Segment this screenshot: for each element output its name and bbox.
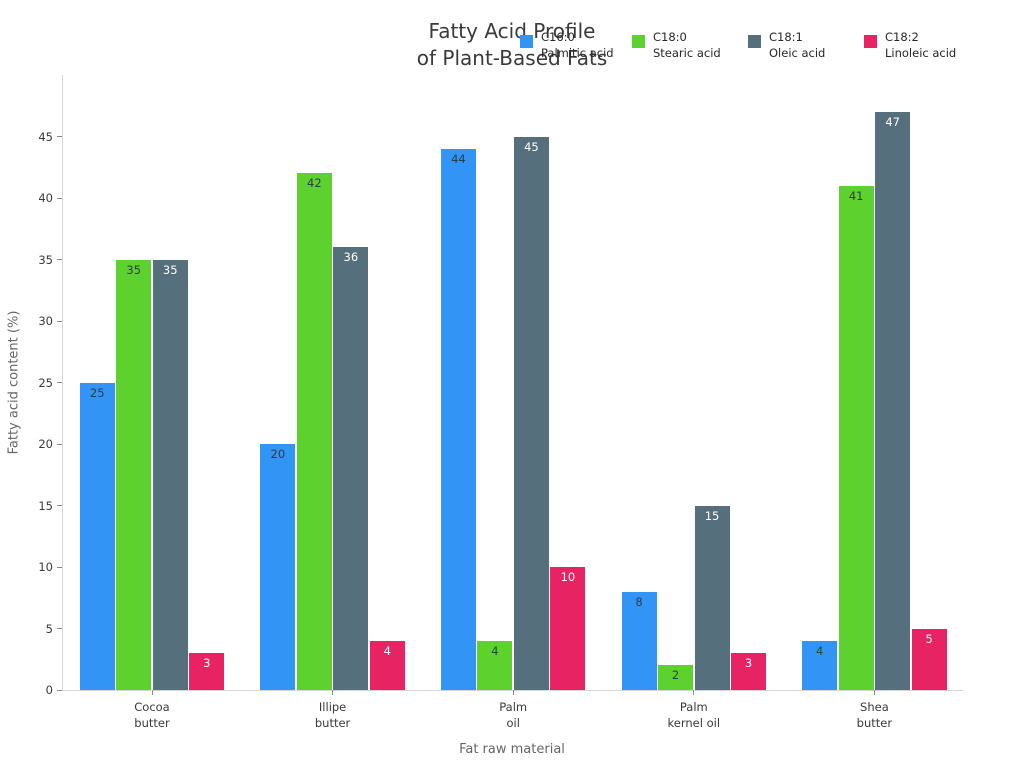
- legend-code: C16:0: [541, 30, 575, 44]
- legend-label: Palmitic acid: [541, 45, 614, 60]
- y-tick-mark: [57, 505, 62, 506]
- chart-title: Fatty Acid Profile of Plant-Based Fats: [0, 18, 1024, 72]
- bar-value-label: 10: [560, 570, 576, 584]
- bar: 15: [694, 505, 730, 690]
- y-tick-mark: [57, 628, 62, 629]
- y-tick-label: 30: [38, 314, 53, 328]
- y-tick-label: 5: [45, 621, 53, 636]
- y-tick-mark: [57, 566, 62, 568]
- y-tick-label: 0: [45, 683, 53, 697]
- bar-value-label: 15: [704, 508, 720, 523]
- y-tick-label: 25: [38, 375, 53, 390]
- bar-value-label: 35: [162, 262, 178, 277]
- bar-value-label: 3: [203, 656, 211, 671]
- legend-code: C18:0: [653, 30, 687, 44]
- legend-swatch-icon: [632, 35, 645, 48]
- bar: 35: [116, 259, 152, 690]
- x-axis-title: Fat raw material: [459, 742, 565, 757]
- bar: 42: [296, 173, 332, 690]
- chart-title-line1: Fatty Acid Profile: [428, 19, 596, 43]
- y-tick-label: 20: [38, 437, 53, 451]
- bar-value-label: 42: [307, 176, 322, 191]
- y-tick-label: 10: [38, 560, 53, 574]
- x-tick-label: Shea butter: [856, 700, 893, 730]
- bar-value-label: 45: [524, 139, 539, 154]
- x-tick-label: Palm oil: [499, 700, 528, 730]
- bar: 3: [731, 653, 767, 690]
- bar: 8: [621, 591, 657, 690]
- legend-swatch-icon: [520, 35, 533, 48]
- bar: 3: [189, 653, 225, 690]
- y-tick-mark: [57, 689, 62, 691]
- y-tick-mark: [57, 382, 62, 383]
- bar: 4: [369, 640, 405, 690]
- y-tick-mark: [57, 197, 62, 199]
- bar-value-label: 4: [815, 643, 824, 658]
- y-tick-label: 45: [38, 129, 53, 144]
- bar-value-label: 47: [885, 114, 900, 129]
- x-tick-mark: [332, 690, 334, 695]
- bar: 25: [79, 382, 115, 690]
- legend-item-oleic: C18:1 Oleic acid: [748, 30, 825, 61]
- plot-area: 0 5 10 15 20 25 30 35 40 45 25 20 44 8 4 35 42 4 2 41 35 36 45…: [38, 75, 963, 730]
- legend-swatch-icon: [748, 35, 761, 48]
- bar-value-label: 4: [491, 643, 499, 658]
- bar-value-label: 41: [848, 188, 864, 203]
- bar: 41: [838, 185, 874, 690]
- y-tick-mark: [57, 320, 62, 322]
- bar-value-label: 5: [925, 631, 933, 646]
- bar-value-label: 3: [744, 656, 753, 671]
- y-tick-mark: [57, 136, 62, 137]
- legend-swatch-icon: [864, 35, 877, 48]
- x-tick-label: Illipe butter: [314, 700, 351, 730]
- x-tick-mark: [151, 690, 153, 695]
- legend-label: Stearic acid: [653, 45, 721, 60]
- x-tick-mark: [873, 690, 875, 695]
- bar: 45: [513, 136, 549, 690]
- chart-title-line2: of Plant-Based Fats: [416, 46, 608, 70]
- y-tick-mark: [57, 443, 62, 445]
- legend-code: C18:2: [885, 30, 919, 44]
- bar: 4: [802, 640, 838, 690]
- legend-label: Linoleic acid: [885, 45, 957, 60]
- bar-value-label: 2: [671, 668, 680, 683]
- y-tick-label: 40: [38, 191, 53, 205]
- y-tick-label: 15: [38, 498, 53, 513]
- x-tick-mark: [693, 690, 695, 695]
- bar-value-label: 36: [343, 250, 359, 265]
- bar: 5: [911, 628, 947, 690]
- bar-value-label: 44: [451, 151, 466, 166]
- legend-label: Oleic acid: [769, 45, 826, 60]
- y-tick-mark: [57, 259, 62, 260]
- legend-item-stearic: C18:0 Stearic acid: [632, 30, 721, 61]
- bar: 44: [440, 148, 476, 690]
- y-axis-title: Fatty acid content (%): [6, 310, 22, 455]
- bar-value-label: 8: [635, 594, 643, 609]
- bar: 35: [152, 259, 188, 690]
- bar-value-label: 20: [270, 447, 286, 461]
- bar: 20: [260, 444, 296, 690]
- bar: 2: [658, 665, 694, 690]
- legend-code: C18:1: [769, 30, 803, 44]
- y-tick-label: 35: [38, 252, 53, 267]
- legend-item-palmitic: C16:0 Palmitic acid: [520, 30, 614, 61]
- bar: 47: [875, 111, 911, 690]
- x-tick-label: Palm kernel oil: [667, 700, 721, 730]
- bar-value-label: 4: [383, 643, 391, 658]
- x-tick-label: Cocoa butter: [134, 700, 170, 730]
- bar: 4: [477, 640, 513, 690]
- x-tick-mark: [512, 690, 514, 695]
- bar-value-label: 25: [89, 385, 105, 400]
- bar: 36: [333, 247, 369, 690]
- bar-value-label: 35: [126, 262, 142, 277]
- legend-item-linoleic: C18:2 Linoleic acid: [864, 30, 956, 61]
- bar: 10: [550, 567, 586, 690]
